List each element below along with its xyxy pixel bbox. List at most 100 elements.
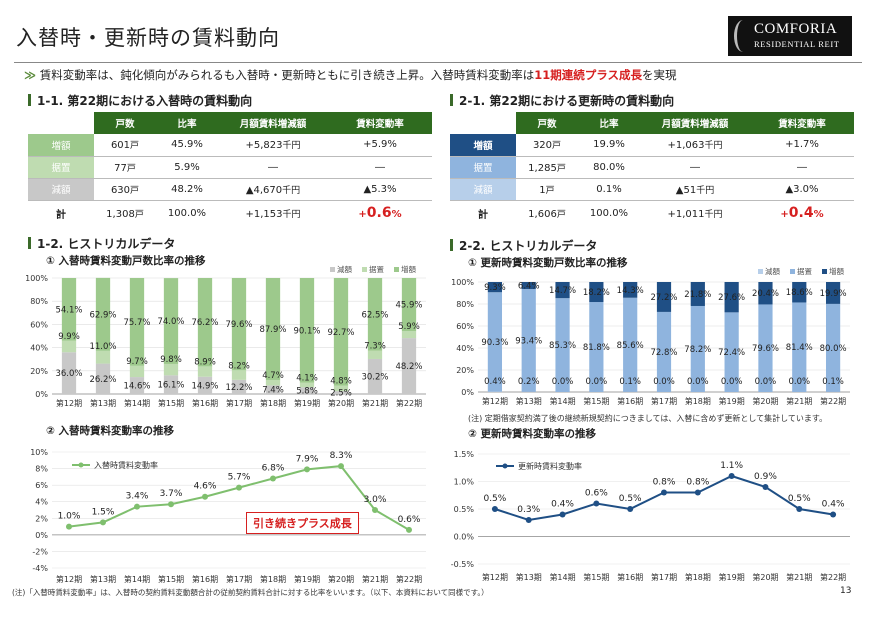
data-label: 21.8% <box>684 290 711 300</box>
bar-segment <box>197 278 213 367</box>
data-label: 1.5% <box>92 507 115 517</box>
data-label: 16.1% <box>157 381 184 391</box>
chevron-right-icon: ≫ <box>24 68 37 82</box>
cell-rate: +1.7% <box>750 134 854 157</box>
y-tick-label: -4% <box>32 564 48 573</box>
bar-segment <box>589 282 604 303</box>
data-label: 93.4% <box>515 336 542 346</box>
legend-label: 更新時賃料変動率 <box>518 461 582 471</box>
bar-segment <box>792 302 807 392</box>
bar-segment <box>521 289 536 392</box>
data-label: 0.0% <box>552 377 574 387</box>
data-label: 0.0% <box>788 377 810 387</box>
data-point <box>236 484 242 491</box>
data-point <box>338 463 344 470</box>
total-label: 計 <box>478 209 488 221</box>
y-tick-label: 0% <box>35 531 48 540</box>
data-point <box>134 503 140 510</box>
table-header-row: 戸数 比率 月額賃料増減額 賃料変動率 <box>450 112 854 134</box>
data-point <box>694 489 701 496</box>
y-tick-label: 4% <box>35 498 48 507</box>
cell-amount: ▲4,670千円 <box>218 178 328 201</box>
bar-segment <box>623 282 638 298</box>
total-amount: +1,011千円 <box>667 208 723 220</box>
data-label: 0.9% <box>754 472 777 482</box>
y-tick-label: 10% <box>30 448 48 457</box>
bar-segment <box>95 363 111 394</box>
summary-prefix: 賃料変動率は、鈍化傾向がみられるも入替時・更新時ともに引き続き上昇。入替時賃料変… <box>39 68 535 82</box>
right-table-title: 2-1. 第22期における更新時の賃料動向 <box>450 92 674 109</box>
data-label: 74.0% <box>157 317 184 327</box>
data-point <box>100 519 106 526</box>
left-line-chart: 10% 8% 6% 4% 2% 0% -2% -4% 1.0% 1.5% 3.4% 3.7% 4.6% 5… <box>30 448 426 584</box>
x-tick-label: 第19期 <box>719 396 745 406</box>
y-tick-label: 0.0% <box>454 533 475 542</box>
row-label: 増額 <box>28 134 94 157</box>
data-label: 0.2% <box>518 377 540 387</box>
right-chart1-title: ① 更新時賃料変動戸数比率の推移 <box>468 257 628 269</box>
bar-segment <box>555 282 570 299</box>
total-ratio: 100.0% <box>167 207 207 219</box>
data-point <box>627 506 634 512</box>
data-label: 0.1% <box>822 377 844 387</box>
data-point <box>372 507 378 513</box>
data-label: 62.9% <box>89 310 116 320</box>
bar-segment <box>163 278 179 364</box>
data-label: 0.6% <box>398 515 421 525</box>
data-label: 81.4% <box>786 343 813 353</box>
x-tick-label: 第12期 <box>482 572 508 582</box>
data-label: 0.0% <box>755 377 777 387</box>
footnote: (注)「入替時賃料変動率」は、入替時の契約賃料変動額合計の従前契約賃料合計に対す… <box>12 588 489 597</box>
data-point <box>491 506 498 512</box>
x-tick-label: 第13期 <box>90 398 116 408</box>
cell-ratio: 5.9% <box>156 156 218 179</box>
y-tick-label: 6% <box>35 481 48 490</box>
bar-segment <box>487 292 503 392</box>
y-tick-label: 20% <box>30 367 48 376</box>
cell-units: 77戸 <box>94 156 156 179</box>
cell-ratio: 80.0% <box>578 156 640 179</box>
data-label: 9.8% <box>160 355 182 365</box>
bar-segment <box>758 282 773 305</box>
bar-segment <box>401 338 417 394</box>
logo-swoosh-icon <box>734 20 752 52</box>
data-label: 92.7% <box>327 328 354 338</box>
x-tick-label: 第14期 <box>124 398 150 408</box>
left-chart2-title: ② 入替時賃料変動率の推移 <box>46 425 175 437</box>
y-tick-label: 2% <box>35 514 48 523</box>
x-tick-label: 第17期 <box>651 572 677 582</box>
x-tick-label: 第21期 <box>786 572 812 582</box>
left-summary-table: 戸数 比率 月額賃料増減額 賃料変動率 増額 601戸 45.9% +5,823… <box>28 112 432 226</box>
table-total-row: 計 1,606戸 100.0% +1,011千円 +0.4% <box>450 200 854 226</box>
bar-segment <box>401 331 417 339</box>
data-point <box>304 466 310 473</box>
total-rate: +0.6% <box>358 205 402 222</box>
bar-segment <box>825 303 841 392</box>
row-label: 増額 <box>450 134 516 157</box>
header-ratio: 比率 <box>578 112 640 134</box>
x-tick-label: 第17期 <box>226 574 252 584</box>
data-label: 2.5% <box>330 389 352 399</box>
bar-segment <box>589 302 604 392</box>
y-tick-label: 0.5% <box>454 505 475 514</box>
x-tick-label: 第18期 <box>260 574 286 584</box>
x-tick-label: 第22期 <box>396 398 422 408</box>
table-row: 増額 320戸 19.9% +1,063千円 +1.7% <box>450 134 854 157</box>
header-units: 戸数 <box>516 112 578 134</box>
data-label: 8.3% <box>330 451 353 461</box>
x-tick-label: 第16期 <box>617 396 643 406</box>
x-tick-label: 第16期 <box>617 572 643 582</box>
data-label: 6.8% <box>262 464 285 474</box>
row-label: 減額 <box>450 178 516 201</box>
x-tick-label: 第17期 <box>651 396 677 406</box>
y-tick-label: 0% <box>35 390 48 399</box>
data-label: 3.0% <box>364 495 387 505</box>
total-units: 1,606戸 <box>528 208 566 220</box>
data-label: 54.1% <box>55 305 82 315</box>
left-chart1-title: ① 入替時賃料変動戸数比率の推移 <box>46 255 206 267</box>
data-label: 0.5% <box>788 494 811 504</box>
data-label: 1.1% <box>720 461 743 471</box>
bar-segment <box>299 278 315 383</box>
table-row: 据置 77戸 5.9% ― ― <box>28 156 432 179</box>
x-tick-label: 第13期 <box>516 572 542 582</box>
